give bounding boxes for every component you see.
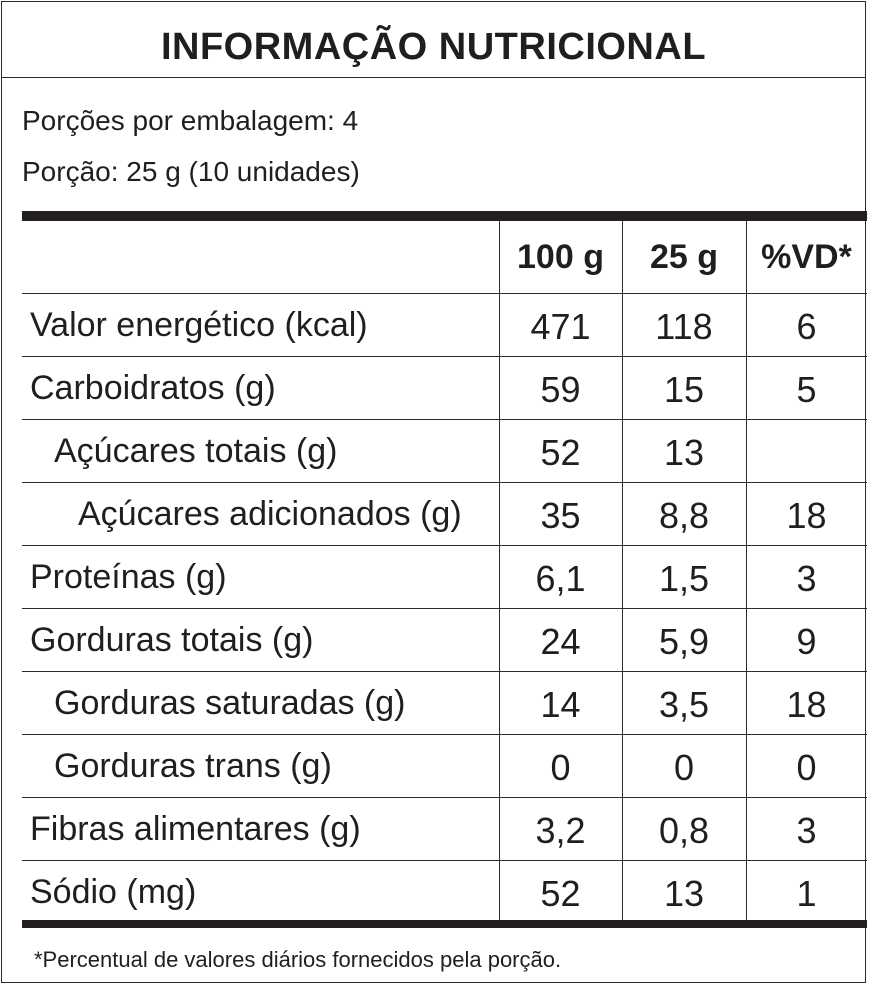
row-divider [22,419,867,420]
value-per-portion: 1,5 [658,558,710,599]
nutrient-label: Fibras alimentares (g) [30,810,361,848]
value-per-portion: 0 [673,747,695,788]
value-per-portion: 8,8 [658,495,710,536]
daily-value-percent: 3 [796,558,817,599]
value-per-100g: 59 [540,369,581,410]
daily-value-percent: 3 [796,810,817,851]
servings-per-package: Porções por embalagem: 4 [22,105,359,136]
nutrient-label: Gorduras trans (g) [54,747,332,785]
value-per-100g: 0 [550,747,571,788]
row-divider [22,545,867,546]
column-header: %VD* [761,238,852,276]
value-per-100g: 3,2 [535,810,586,851]
nutrient-label: Proteínas (g) [30,558,227,596]
nutrient-label: Gorduras totais (g) [30,621,314,659]
column-header: 100 g [517,238,604,276]
value-per-100g: 52 [540,432,581,473]
value-per-100g: 52 [540,873,581,914]
value-per-portion: 118 [655,306,713,347]
row-divider [22,671,867,672]
value-per-100g: 6,1 [535,558,586,599]
value-per-portion: 15 [663,369,705,410]
thick-divider-top [22,211,867,221]
nutrient-label: Açúcares totais (g) [54,432,338,470]
row-divider [22,356,867,357]
row-divider [22,797,867,798]
value-per-100g: 24 [540,621,581,662]
nutrient-label: Açúcares adicionados (g) [78,495,462,533]
column-divider [499,221,500,920]
column-divider [622,221,623,920]
value-per-portion: 13 [663,873,705,914]
column-header: 25 g [649,238,719,276]
value-per-100g: 14 [540,684,581,725]
value-per-100g: 35 [540,495,581,536]
daily-value-percent: 5 [796,369,817,410]
thick-divider-bottom [22,920,867,928]
title-divider [2,77,865,78]
daily-value-percent: 9 [796,621,817,662]
daily-value-percent [746,422,867,484]
value-per-portion: 3,5 [658,684,710,725]
row-divider [22,860,867,861]
daily-value-percent: 18 [786,684,827,725]
value-per-100g: 471 [530,306,591,347]
value-per-portion: 5,9 [658,621,710,662]
daily-value-percent: 0 [796,747,817,788]
nutrient-label: Carboidratos (g) [30,369,276,407]
daily-value-percent: 1 [796,873,817,914]
daily-value-percent: 6 [796,306,817,347]
nutrient-label: Gorduras saturadas (g) [54,684,406,722]
column-divider [746,221,747,920]
value-per-portion: 0,8 [658,810,710,851]
footnote: *Percentual de valores diários fornecido… [34,947,562,972]
serving-size: Porção: 25 g (10 unidades) [22,156,360,187]
value-per-portion: 13 [663,432,705,473]
row-divider [22,608,867,609]
row-divider [22,734,867,735]
row-divider [22,482,867,483]
label-title: INFORMAÇÃO NUTRICIONAL [160,26,707,68]
nutrient-label: Sódio (mg) [30,873,197,911]
row-divider [22,293,867,294]
nutrient-label: Valor energético (kcal) [30,306,368,344]
daily-value-percent: 18 [786,495,827,536]
